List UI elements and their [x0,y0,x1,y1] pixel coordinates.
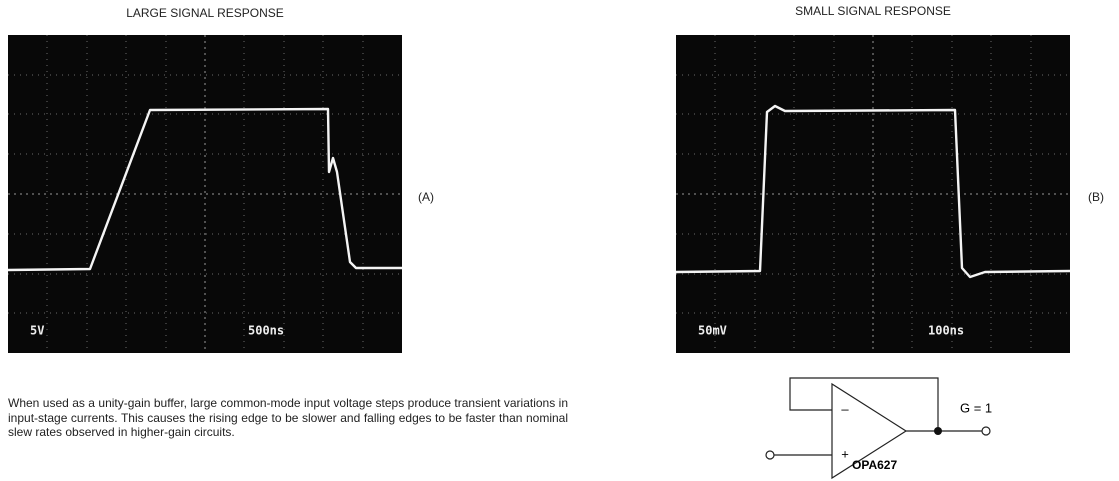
junction-dot [934,427,942,435]
minus-sign: – [841,401,849,416]
circuit-schematic [765,377,991,480]
scope-grid [676,35,1070,353]
scope-label: 50mV [698,324,727,338]
panel-title: SMALL SIGNAL RESPONSE [795,4,951,18]
scope-trace [675,104,1071,279]
scope-grid [8,35,402,353]
scope-label: 100ns [928,324,964,338]
description: When used as a unity-gain buffer, large … [8,396,568,439]
scope-trace [7,107,402,272]
gain-label: G = 1 [960,400,992,415]
scope-label: 5V [30,324,44,338]
panel-tag: (A) [418,190,434,204]
part-label: OPA627 [852,458,897,472]
panel-title: LARGE SIGNAL RESPONSE [126,6,284,20]
plus-sign: + [841,446,849,461]
scope-label: 500ns [248,324,284,338]
panel-tag: (B) [1088,190,1104,204]
